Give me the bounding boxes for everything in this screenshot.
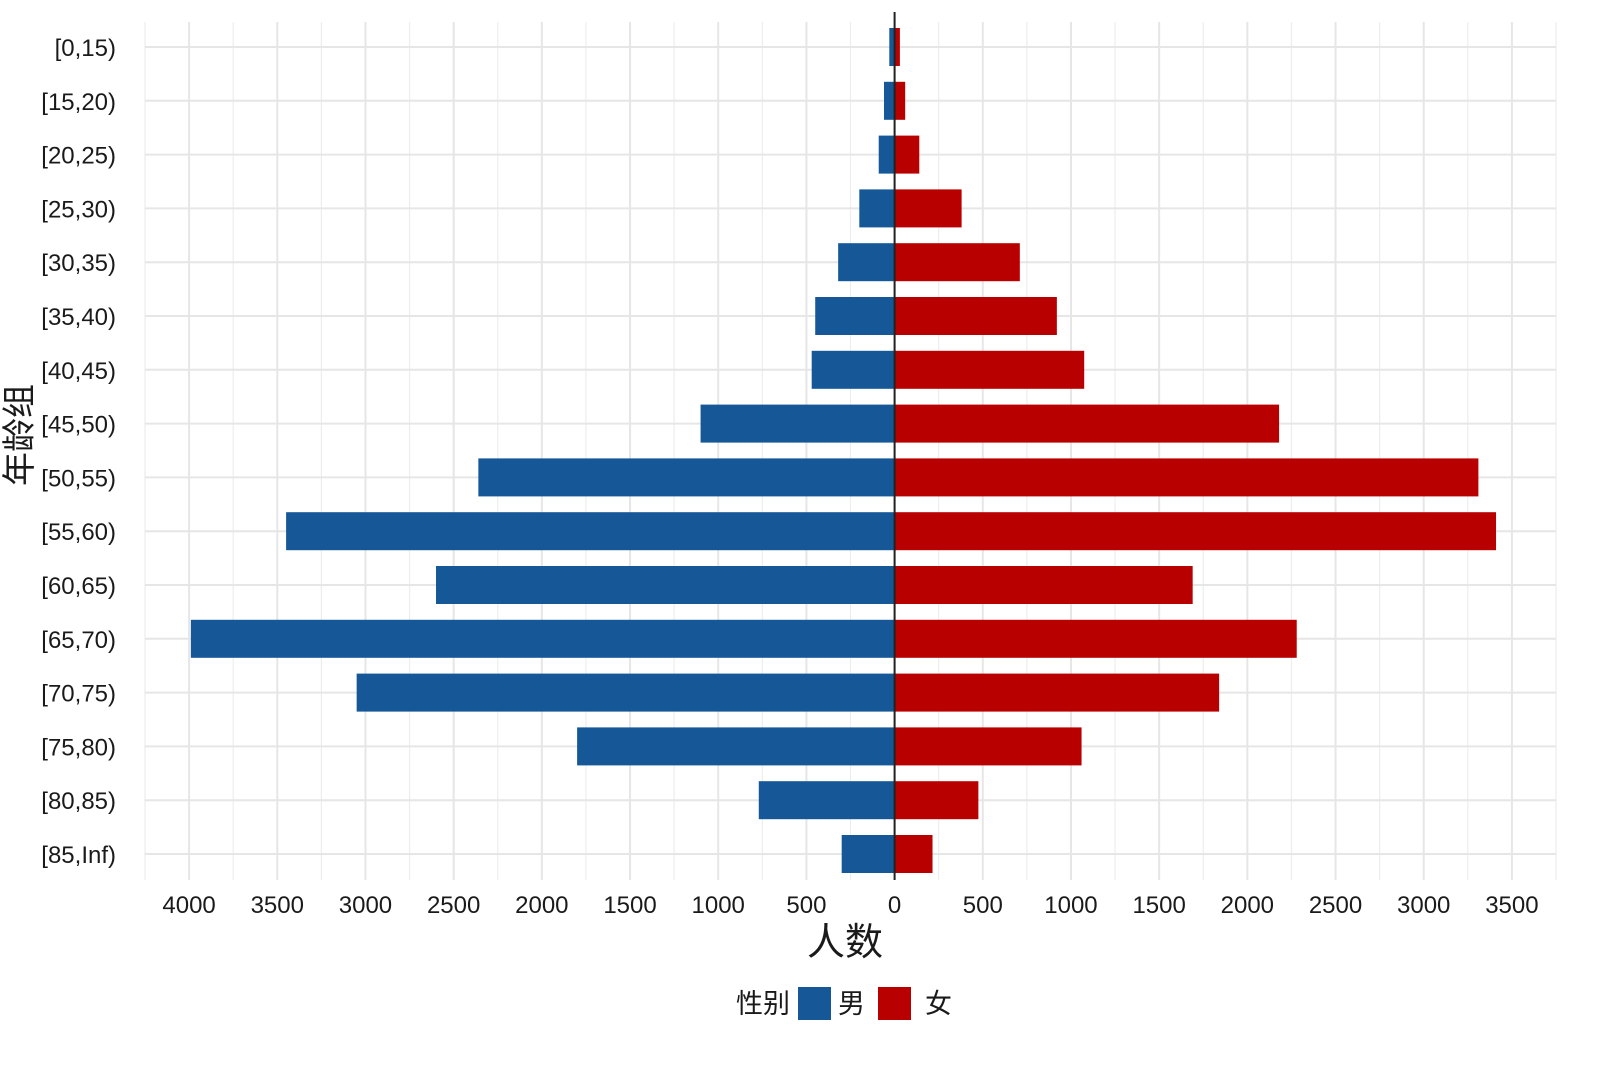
y-tick-label: [35,40)	[41, 304, 116, 331]
y-axis-title: 年龄组	[0, 384, 40, 486]
bar-female-15	[894, 835, 933, 873]
bars	[190, 28, 1497, 873]
x-tick-label: 4000	[162, 892, 215, 919]
bar-female-14	[894, 781, 979, 820]
x-tick-label: 3000	[339, 892, 392, 919]
y-tick-label: [20,25)	[41, 143, 116, 170]
y-tick-label: [25,30)	[41, 196, 116, 223]
bar-female-11	[894, 619, 1297, 658]
bar-male-6	[811, 350, 895, 389]
legend-label-male: 男	[838, 989, 865, 1020]
bar-male-1	[884, 81, 895, 120]
x-tick-label: 2500	[1309, 892, 1362, 919]
y-tick-label: [75,80)	[41, 734, 116, 761]
x-tick-label: 2500	[427, 892, 480, 919]
bar-female-9	[894, 512, 1497, 551]
bar-female-13	[894, 727, 1082, 766]
bar-male-12	[356, 673, 895, 712]
y-tick-label: [0,15)	[55, 35, 116, 62]
bar-female-5	[894, 297, 1057, 335]
x-tick-label: 2000	[515, 892, 568, 919]
x-axis-title: 人数	[807, 920, 883, 964]
x-tick-label: 1500	[603, 892, 656, 919]
bar-male-8	[478, 458, 895, 497]
legend-key-female	[878, 987, 911, 1020]
bar-male-9	[286, 512, 895, 551]
x-tick-label: 1000	[1044, 892, 1097, 919]
x-tick-label: 1500	[1132, 892, 1185, 919]
bar-female-1	[894, 81, 906, 120]
legend-label-female: 女	[925, 989, 952, 1020]
bar-male-14	[758, 781, 895, 820]
y-tick-label: [55,60)	[41, 519, 116, 546]
bar-male-7	[700, 404, 895, 443]
x-tick-label: 500	[963, 892, 1003, 919]
y-tick-label: [85,Inf)	[41, 842, 116, 869]
y-tick-label: [15,20)	[41, 89, 116, 116]
y-tick-label: [80,85)	[41, 788, 116, 815]
bar-male-13	[577, 727, 895, 766]
bar-female-8	[894, 458, 1479, 497]
y-tick-label: [45,50)	[41, 412, 116, 439]
bar-male-3	[859, 189, 895, 228]
y-tick-label: [60,65)	[41, 573, 116, 600]
x-tick-label: 3000	[1397, 892, 1450, 919]
bar-male-11	[190, 619, 895, 658]
bar-male-4	[838, 243, 895, 282]
x-tick-label: 1000	[692, 892, 745, 919]
bar-female-4	[894, 243, 1020, 282]
bar-female-2	[894, 135, 920, 174]
legend-key-male	[798, 987, 831, 1020]
x-tick-label: 2000	[1221, 892, 1274, 919]
bar-male-2	[878, 135, 895, 174]
legend: 性别 男 女	[736, 987, 952, 1020]
legend-title: 性别	[736, 989, 790, 1020]
y-tick-label: [50,55)	[41, 465, 116, 492]
bar-male-10	[436, 566, 895, 604]
y-tick-label: [65,70)	[41, 627, 116, 654]
bar-female-3	[894, 189, 962, 228]
y-axis-tick-labels: [0,15) [15,20) [20,25) [25,30) [30,35) [35,40…	[41, 35, 116, 869]
x-tick-label: 500	[786, 892, 826, 919]
bar-female-12	[894, 673, 1220, 712]
x-tick-label: 0	[888, 892, 901, 919]
bar-female-0	[894, 28, 900, 66]
y-tick-label: [70,75)	[41, 681, 116, 708]
x-tick-label: 3500	[251, 892, 304, 919]
y-tick-label: [40,45)	[41, 358, 116, 385]
bar-male-15	[841, 835, 895, 873]
bar-female-7	[894, 404, 1280, 443]
bar-male-5	[815, 297, 895, 335]
y-tick-label: [30,35)	[41, 250, 116, 277]
bar-male-0	[889, 28, 895, 66]
bar-female-6	[894, 350, 1085, 389]
x-tick-label: 3500	[1485, 892, 1538, 919]
bar-female-10	[894, 566, 1193, 604]
x-axis-tick-labels: 4000 3500 3000 2500 2000 1500 1000 500 0 500 1000 1…	[162, 892, 1538, 919]
